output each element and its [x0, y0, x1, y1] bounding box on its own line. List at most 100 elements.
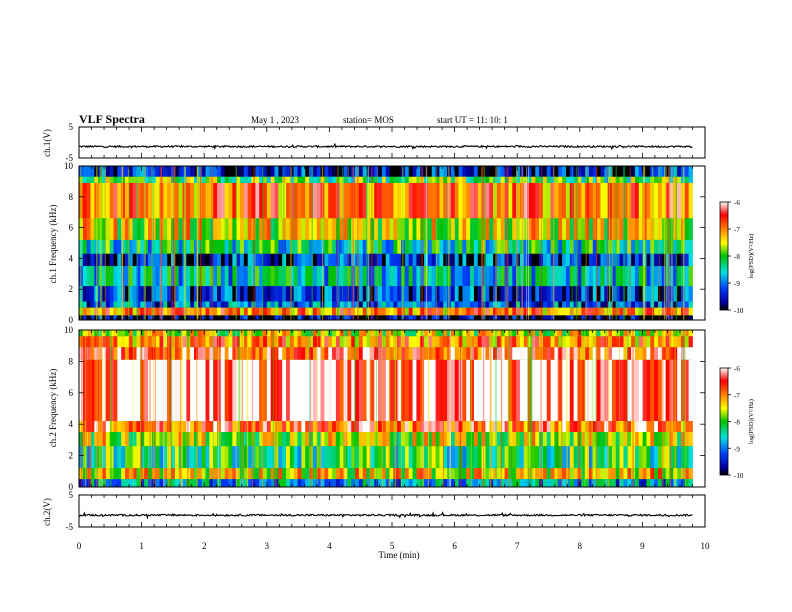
- spectrogram-cell: [209, 336, 214, 348]
- spectrogram-cell: [220, 446, 226, 469]
- spectrogram-cell: [500, 182, 505, 219]
- spectrogram-cell: [565, 432, 571, 447]
- spectrogram-cell: [205, 182, 210, 219]
- spectrogram-cell: [251, 479, 256, 487]
- spectrogram-cell: [462, 239, 467, 254]
- spectrogram-cell: [171, 468, 176, 480]
- spectrogram-cell: [458, 218, 463, 240]
- spectrogram-cell: [550, 446, 555, 469]
- spectrogram-cell: [634, 421, 640, 433]
- spectrogram-cell: [523, 468, 528, 480]
- spectrogram-cell: [224, 176, 229, 183]
- spectrogram-cell: [128, 266, 134, 287]
- spectrogram-cell: [374, 301, 379, 308]
- spectrogram-cell: [427, 176, 433, 183]
- spectrogram-cell: [623, 359, 628, 422]
- spectrogram-cell: [355, 330, 360, 337]
- spectrogram-cell: [305, 218, 310, 240]
- spectrogram-cell: [274, 253, 279, 267]
- spectrogram-cell: [454, 218, 459, 240]
- spectrogram-cell: [450, 286, 456, 302]
- spectrogram-cell: [171, 218, 176, 240]
- spectrogram-cell: [542, 479, 548, 487]
- spectrogram-cell: [554, 253, 559, 267]
- spectrogram-cell: [562, 307, 567, 316]
- spectrogram-cell: [190, 421, 195, 433]
- spectrogram-cell: [588, 218, 594, 240]
- spectrogram-cell: [316, 307, 321, 316]
- spectrogram-cell: [546, 218, 552, 240]
- spectrogram-cell: [125, 330, 130, 337]
- spectrogram-cell: [420, 330, 425, 337]
- spectrogram-cell: [328, 446, 333, 469]
- spectrogram-cell: [358, 359, 364, 422]
- spectrogram-cell: [121, 347, 126, 360]
- spectrogram-cell: [278, 446, 283, 469]
- spectrogram-cell: [86, 301, 91, 308]
- spectrogram-cell: [197, 421, 203, 433]
- spectrogram-cell: [646, 166, 651, 177]
- spectrogram-cell: [182, 446, 187, 469]
- spectrogram-cell: [519, 359, 525, 422]
- spectrogram-cell: [263, 330, 268, 337]
- spectrogram-cell: [619, 421, 624, 433]
- spectrogram-cell: [263, 239, 268, 254]
- spectrogram-cell: [236, 166, 241, 177]
- spectrogram-cell: [324, 286, 329, 302]
- spectrogram-cell: [454, 479, 459, 487]
- spectrogram-cell: [155, 468, 160, 480]
- spectrogram-cell: [489, 166, 494, 177]
- spectrogram-cell: [86, 266, 91, 287]
- spectrogram-cell: [247, 182, 252, 219]
- spectrogram-cell: [523, 432, 528, 447]
- spectrogram-cell: [113, 166, 118, 177]
- y-tick-label: 8: [69, 192, 74, 202]
- spectrogram-cell: [316, 182, 321, 219]
- spectrogram-cell: [148, 253, 153, 267]
- spectrogram-cell: [297, 239, 302, 254]
- spectrogram-cell: [550, 176, 555, 183]
- spectrogram-cell: [171, 301, 176, 308]
- spectrogram-cell: [573, 182, 578, 219]
- spectrogram-cell: [485, 446, 490, 469]
- spectrogram-cell: [581, 182, 586, 219]
- spectrogram-cell: [224, 301, 229, 308]
- spectrogram-cell: [523, 315, 528, 320]
- spectrogram-cell: [343, 336, 348, 348]
- spectrogram-cell: [416, 253, 421, 267]
- spectrogram-cell: [117, 468, 122, 480]
- spectrogram-cell: [128, 446, 134, 469]
- y-tick-label: 4: [69, 253, 74, 263]
- spectrogram-cell: [650, 330, 655, 337]
- spectrogram-cell: [113, 176, 118, 183]
- spectrogram-cell: [588, 315, 594, 320]
- spectrogram-cell: [174, 347, 180, 360]
- spectrogram-cell: [473, 315, 479, 320]
- spectrogram-cell: [201, 239, 206, 254]
- spectrogram-cell: [657, 336, 663, 348]
- spectrogram-cell: [105, 347, 111, 360]
- spectrogram-cell: [657, 421, 663, 433]
- spectrogram-cell: [661, 301, 667, 308]
- spectrogram-cell: [205, 468, 210, 480]
- spectrogram-cell: [673, 218, 678, 240]
- spectrogram-cell: [136, 286, 141, 302]
- spectrogram-cell: [293, 176, 298, 183]
- spectrogram-cell: [496, 359, 502, 422]
- spectrogram-cell: [301, 301, 306, 308]
- spectrogram-cell: [263, 347, 268, 360]
- spectrogram-cell: [266, 266, 272, 287]
- spectrogram-cell: [573, 336, 578, 348]
- spectrogram-cell: [458, 239, 463, 254]
- spectrogram-cell: [355, 253, 360, 267]
- spectrogram-cell: [370, 446, 375, 469]
- spectrogram-cell: [381, 166, 387, 177]
- spectrogram-cell: [155, 253, 160, 267]
- spectrogram-cell: [565, 166, 571, 177]
- spectrogram-cell: [646, 176, 651, 183]
- spectrogram-cell: [201, 359, 206, 422]
- spectrogram-cell: [270, 266, 275, 287]
- spectrogram-cell: [136, 182, 141, 219]
- spectrogram-cell: [351, 347, 356, 360]
- spectrogram-cell: [243, 182, 249, 219]
